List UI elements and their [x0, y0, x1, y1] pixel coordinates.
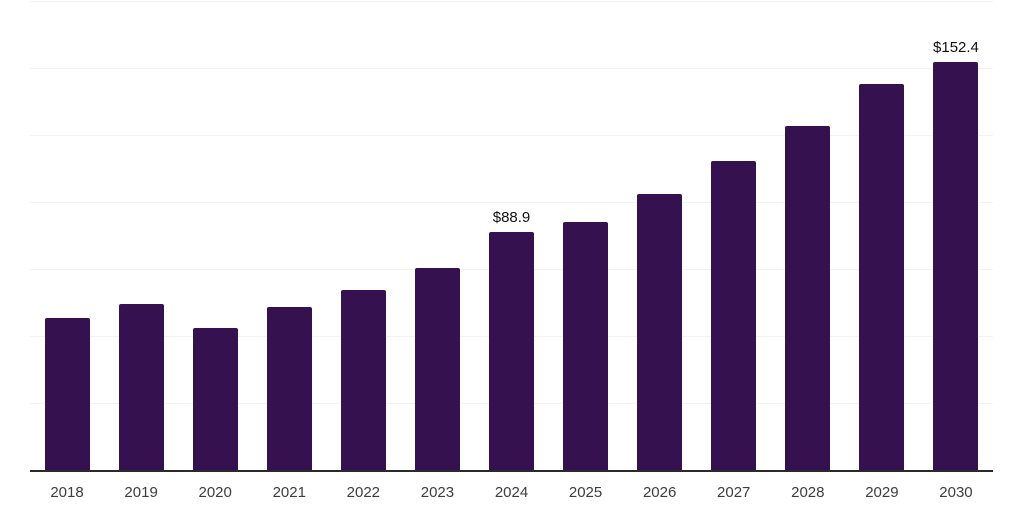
bar-2018: [45, 318, 90, 470]
bar-2019: [119, 304, 164, 470]
x-axis-line: [30, 470, 993, 472]
x-tick-label-2023: 2023: [420, 484, 455, 501]
gridline: [30, 68, 993, 69]
x-tick-label-2022: 2022: [346, 484, 381, 501]
bar-2030: [933, 62, 978, 470]
bar-2020: [193, 328, 238, 470]
x-tick-label-2019: 2019: [124, 484, 158, 501]
x-tick-label-2018: 2018: [50, 484, 84, 501]
bar-2025: [563, 222, 608, 470]
gridline: [30, 135, 993, 136]
bar-value-label-2024: $88.9: [492, 209, 531, 226]
bar-2023: [415, 268, 460, 470]
x-tick-label-2020: 2020: [198, 484, 232, 501]
x-tick-label-2029: 2029: [865, 484, 899, 501]
bar-2028: [785, 126, 830, 470]
x-tick-label-2030: 2030: [939, 484, 973, 501]
bar-2022: [341, 290, 386, 470]
bar-value-label-2030: $152.4: [933, 39, 979, 56]
x-tick-label-2025: 2025: [568, 484, 603, 501]
x-tick-label-2028: 2028: [791, 484, 825, 501]
bar-2026: [637, 194, 682, 470]
x-tick-label-2024: 2024: [494, 484, 529, 501]
gridline: [30, 1, 993, 2]
bar-2021: [267, 307, 312, 470]
bar-2024: [489, 232, 534, 470]
x-tick-label-2021: 2021: [272, 484, 306, 501]
x-tick-label-2026: 2026: [642, 484, 677, 501]
bar-2027: [711, 161, 756, 470]
x-tick-label-2027: 2027: [717, 484, 751, 501]
bar-2029: [859, 84, 904, 470]
gridline: [30, 202, 993, 203]
